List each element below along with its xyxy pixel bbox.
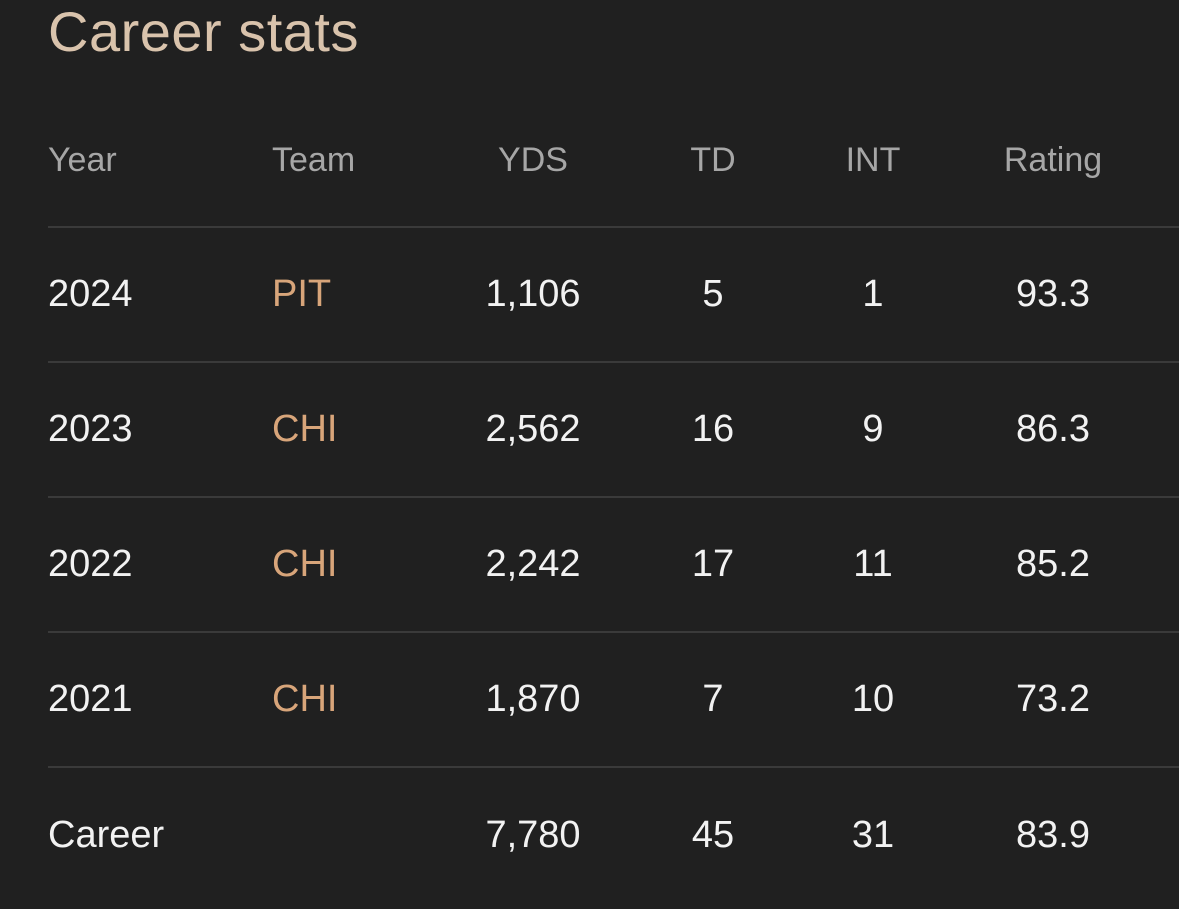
rating-cell: 73.2 <box>1016 678 1090 720</box>
rating-cell: 93.3 <box>1016 273 1090 315</box>
rating-cell: 86.3 <box>1016 408 1090 450</box>
section-title: Career stats <box>48 0 359 63</box>
column-header-rating: Rating <box>1003 140 1103 179</box>
table-row: 2021 CHI 1,870 7 10 73.2 <box>48 633 1179 768</box>
column-header-team: Team <box>272 140 356 179</box>
yds-cell: 2,562 <box>485 408 581 450</box>
year-cell: 2024 <box>48 273 133 315</box>
year-cell: 2021 <box>48 678 133 720</box>
career-yds-cell: 7,780 <box>485 814 581 856</box>
yds-cell: 1,870 <box>485 678 581 720</box>
table-row: 2024 PIT 1,106 5 1 93.3 <box>48 228 1179 363</box>
table-row: 2022 CHI 2,242 17 11 85.2 <box>48 498 1179 633</box>
career-totals-row: Career 7,780 45 31 83.9 <box>48 768 1179 903</box>
year-cell: 2023 <box>48 408 133 450</box>
career-int-cell: 31 <box>851 814 895 856</box>
int-cell: 1 <box>862 273 884 315</box>
yds-cell: 1,106 <box>485 273 581 315</box>
column-header-td: TD <box>690 140 736 179</box>
td-cell: 7 <box>702 678 724 720</box>
int-cell: 10 <box>851 678 895 720</box>
td-cell: 17 <box>691 543 735 585</box>
table-row: 2023 CHI 2,562 16 9 86.3 <box>48 363 1179 498</box>
column-header-year: Year <box>48 140 117 179</box>
td-cell: 16 <box>691 408 735 450</box>
career-label: Career <box>48 814 165 856</box>
team-link[interactable]: CHI <box>272 408 338 450</box>
int-cell: 9 <box>862 408 884 450</box>
team-link[interactable]: PIT <box>272 273 332 315</box>
td-cell: 5 <box>702 273 724 315</box>
rating-cell: 85.2 <box>1016 543 1090 585</box>
career-stats-table: Year Team YDS TD INT Rating 2024 PIT 1,1… <box>48 106 1179 903</box>
yds-cell: 2,242 <box>485 543 581 585</box>
career-td-cell: 45 <box>691 814 735 856</box>
year-cell: 2022 <box>48 543 133 585</box>
team-link[interactable]: CHI <box>272 678 338 720</box>
column-header-int: INT <box>845 140 901 179</box>
career-rating-cell: 83.9 <box>1016 814 1090 856</box>
column-header-yds: YDS <box>498 140 568 179</box>
table-header-row: Year Team YDS TD INT Rating <box>48 106 1179 228</box>
int-cell: 11 <box>853 543 893 585</box>
team-link[interactable]: CHI <box>272 543 338 585</box>
